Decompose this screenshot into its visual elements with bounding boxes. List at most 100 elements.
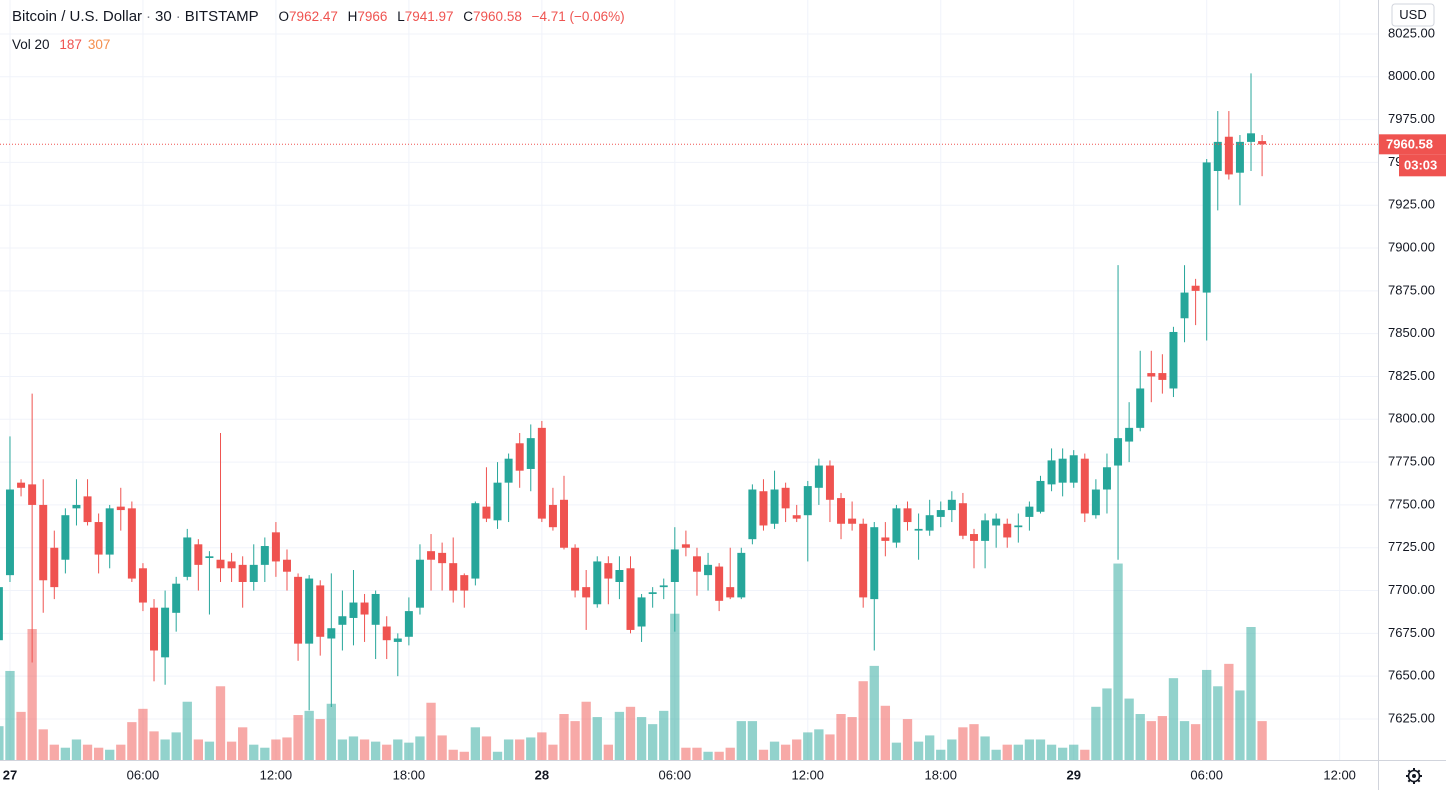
candle-body [17, 482, 26, 488]
y-tick-label: 7825.00 [1388, 368, 1435, 383]
ohlc-value: 7941.97 [404, 9, 454, 24]
candle-body [792, 515, 801, 519]
candle-body [150, 607, 159, 651]
volume-bar [182, 701, 192, 760]
candle-body [227, 561, 236, 569]
last-price-badge [1379, 134, 1446, 155]
volume-bar [714, 751, 724, 760]
candle-body [704, 564, 713, 576]
volume-bar [1080, 749, 1090, 760]
volume-bar [780, 744, 791, 760]
volume-bar [382, 744, 392, 760]
candle-body [1114, 438, 1123, 466]
candle-body [427, 551, 436, 560]
candle-body [382, 626, 391, 641]
volume-bar [614, 711, 625, 760]
volume-bar [747, 721, 758, 760]
candle-body [105, 508, 114, 555]
volume-bar [415, 736, 425, 760]
candle-body [1158, 373, 1167, 380]
candle-body [138, 568, 147, 603]
candle-body [770, 489, 779, 524]
currency-box[interactable] [1391, 3, 1435, 27]
volume-bar [1091, 706, 1101, 760]
candle-body [726, 587, 735, 598]
volume-ma: 187 [59, 37, 82, 52]
symbol[interactable]: Bitcoin / U.S. Dollar [12, 8, 143, 25]
volume-bar [282, 737, 292, 760]
volume-bar [393, 739, 403, 760]
candle-body [360, 602, 369, 615]
candle-body [316, 585, 325, 637]
candle-body [1058, 458, 1067, 483]
candle-body [460, 575, 469, 591]
candle-body [582, 587, 591, 598]
volume-bar [5, 670, 15, 760]
candle-body [50, 547, 59, 588]
candle-body [1025, 506, 1034, 517]
x-tick-label: 06:00 [1190, 767, 1223, 782]
ohlc-key: L [397, 9, 405, 24]
volume-bar [991, 749, 1001, 760]
candle-body [1213, 141, 1222, 171]
volume-bar [1246, 627, 1256, 760]
settings-icon[interactable] [1406, 768, 1422, 784]
candle-body [526, 438, 535, 469]
ohlc-value: 7962.47 [289, 9, 338, 24]
volume-bar [293, 715, 303, 760]
candle-body [715, 566, 724, 601]
y-tick-label: 7975.00 [1388, 111, 1435, 126]
volume-bar [1013, 744, 1023, 760]
candle-body [1136, 388, 1145, 428]
volume-bar [27, 629, 37, 760]
volume-bar [670, 613, 680, 760]
candle-body [1258, 141, 1267, 145]
candle-body [781, 487, 790, 509]
volume-bar [980, 736, 990, 760]
volume-bar [1202, 669, 1212, 760]
volume-bar [1213, 686, 1223, 760]
candle-body [1235, 141, 1244, 173]
interval[interactable]: 30 [155, 8, 172, 25]
candle-body [892, 508, 901, 543]
y-tick-label: 7750.00 [1388, 496, 1435, 511]
candle-body [1125, 427, 1134, 442]
volume-bar [160, 739, 170, 760]
volume-bar [1002, 744, 1012, 760]
candle-body [936, 510, 945, 517]
y-tick-label: 7900.00 [1388, 239, 1435, 254]
candle-body [493, 482, 502, 521]
volume-bar [1135, 714, 1145, 760]
volume-bar [359, 739, 370, 760]
volume-bar [1035, 739, 1046, 760]
y-tick-label: 7875.00 [1388, 282, 1435, 297]
volume-bar [947, 739, 957, 760]
ohlc-value: 7960.58 [473, 9, 522, 24]
volume-bar [659, 710, 669, 760]
volume-bar [215, 686, 226, 760]
y-tick-label: 7625.00 [1388, 710, 1435, 725]
y-tick-label: 7725.00 [1388, 539, 1435, 554]
volume-bar [1179, 721, 1190, 760]
volume-bar [1057, 747, 1068, 760]
volume-bar [581, 701, 591, 760]
last-price-label: 7960.58 [1386, 137, 1433, 152]
volume-ma-length: 20 [34, 37, 50, 52]
settings-tooth [1407, 779, 1411, 783]
volume-label[interactable]: Vol [12, 37, 31, 52]
volume-bar [404, 742, 414, 760]
candle-body [814, 465, 823, 488]
candle-body [1202, 162, 1211, 293]
x-tick-label: 29 [1066, 767, 1080, 782]
volume-bar [814, 729, 824, 760]
volume-bar [891, 742, 902, 760]
candle-body [593, 561, 602, 605]
x-tick-label: 12:00 [1323, 767, 1356, 782]
candle-body [260, 546, 269, 565]
volume-bar [758, 749, 769, 760]
candle-body [903, 508, 912, 523]
y-tick-label: 8025.00 [1388, 25, 1435, 40]
candle-body [283, 559, 291, 572]
ohlc-value: 7966 [357, 9, 388, 24]
